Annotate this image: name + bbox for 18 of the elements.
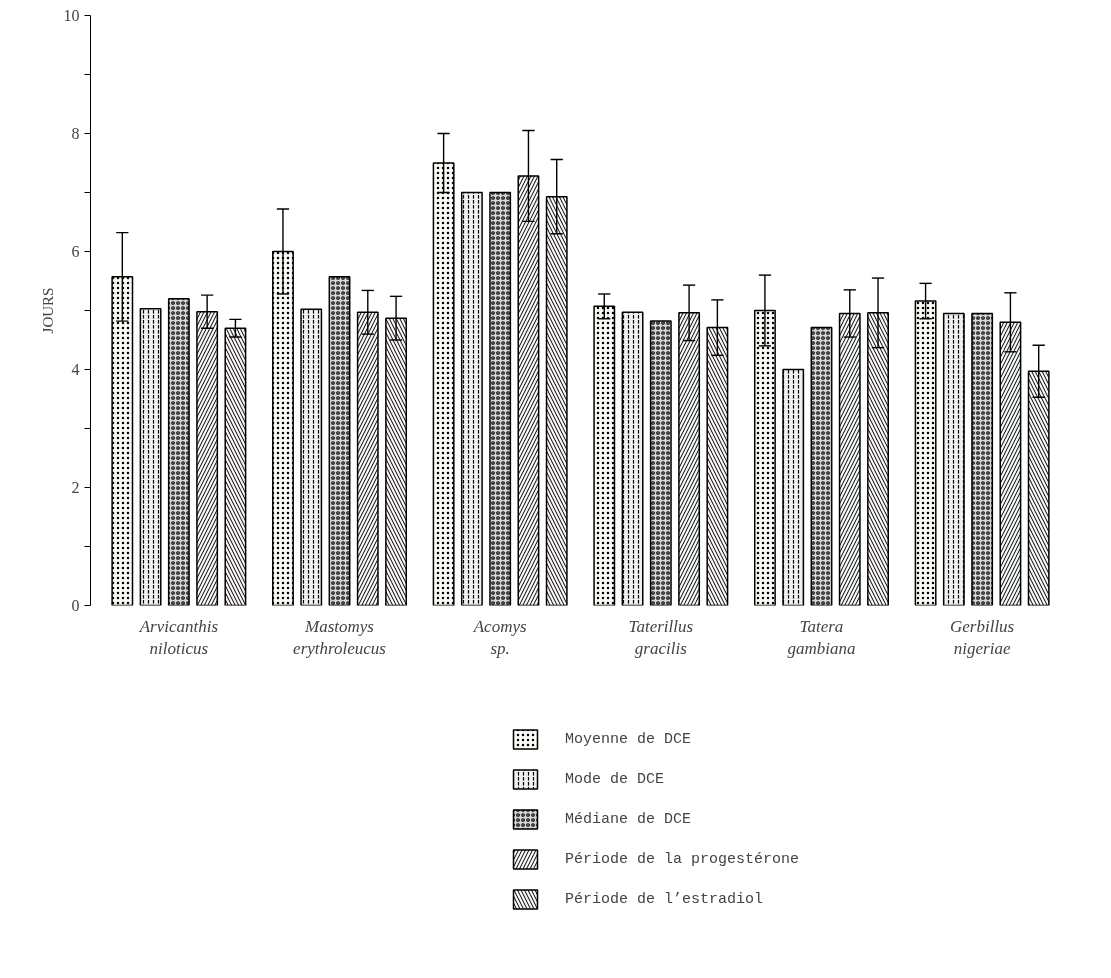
y-tick-label: 2 (71, 479, 80, 496)
y-tick-label: 10 (63, 7, 80, 24)
y-tick-label: 8 (71, 125, 80, 142)
legend-label: Mode de DCE (565, 770, 665, 788)
x-tick-label: Gerbillus nigeriae (950, 616, 1015, 659)
legend-label: Période de l’estradiol (565, 890, 764, 908)
y-tick-label: 4 (71, 361, 80, 378)
x-tick-label: Taterillus gracilis (628, 616, 694, 659)
y-tick-label: 0 (71, 597, 80, 614)
x-tick-label: Acomys sp. (472, 616, 527, 659)
y-tick-label: 6 (71, 243, 80, 260)
legend-label: Moyenne de DCE (565, 730, 692, 748)
x-tick-label: Tatera gambiana (787, 616, 856, 659)
x-tick-label: Arvicanthis niloticus (138, 616, 219, 659)
legend-label: Période de la progestérone (565, 850, 800, 868)
y-axis-title: JOURS (39, 287, 56, 334)
legend-label: Médiane de DCE (565, 810, 692, 828)
x-tick-label: Mastomys erythroleucus (293, 616, 387, 659)
